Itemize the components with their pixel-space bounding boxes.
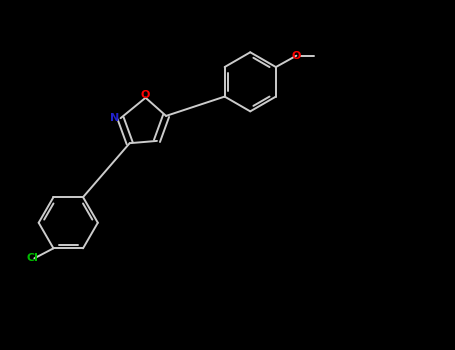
Text: Cl: Cl [26,253,38,263]
Text: O: O [292,51,301,61]
Text: O: O [141,90,150,100]
Text: N: N [111,113,120,123]
